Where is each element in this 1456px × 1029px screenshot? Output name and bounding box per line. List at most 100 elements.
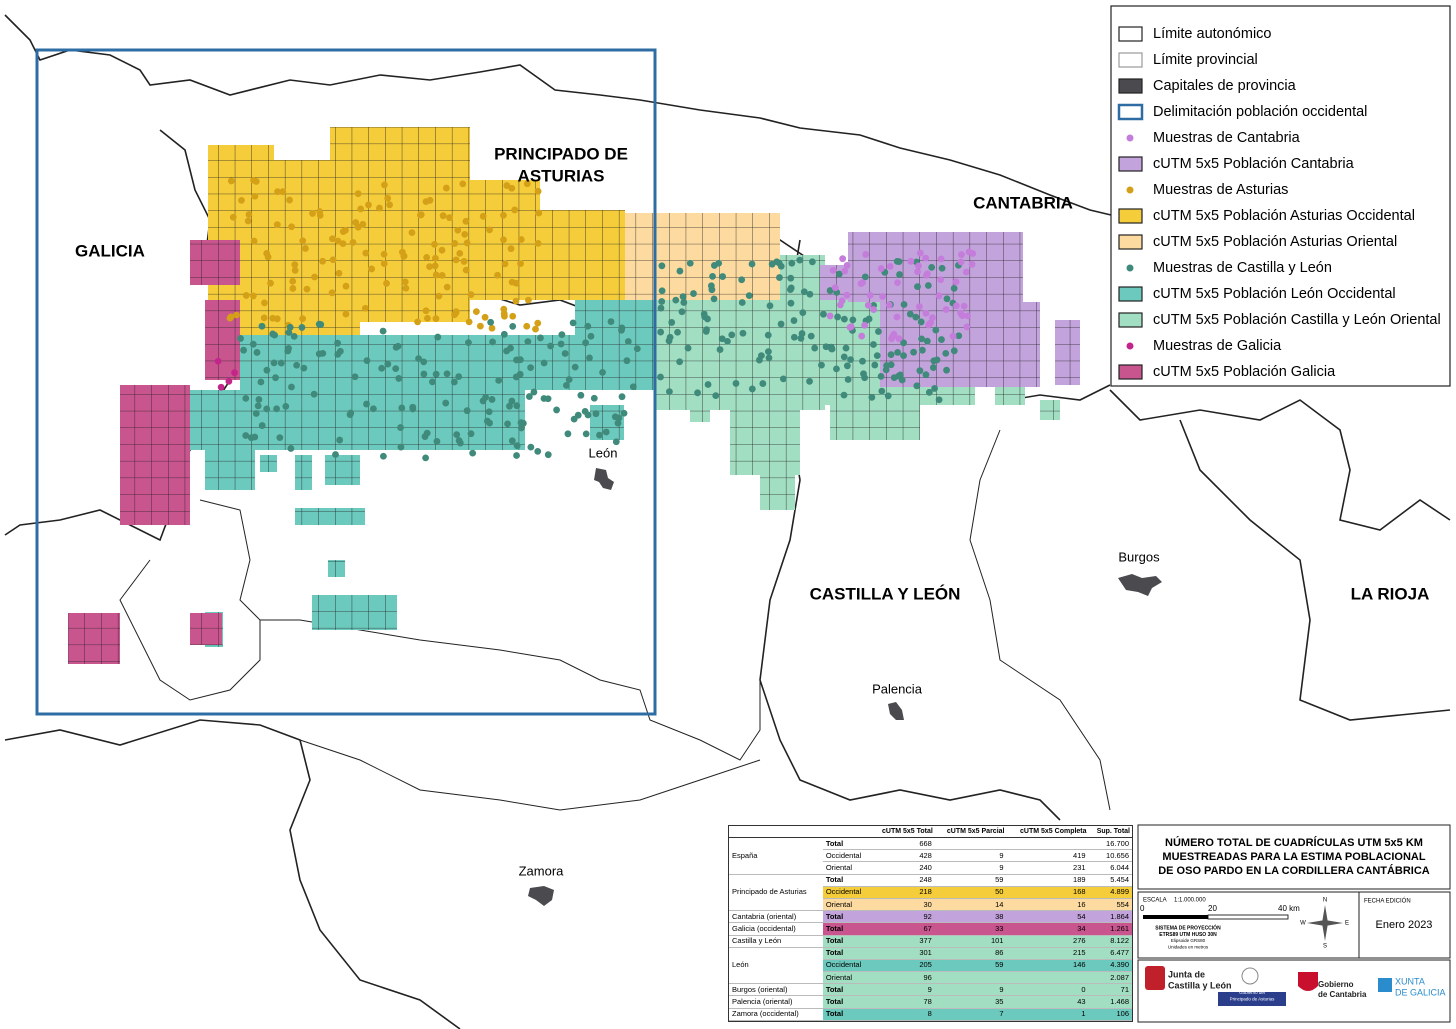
sample-dot bbox=[287, 445, 295, 452]
sample-dot bbox=[724, 337, 731, 345]
sample-dot bbox=[273, 315, 281, 323]
row-label: Oriental bbox=[822, 861, 872, 875]
sample-dot bbox=[379, 452, 387, 460]
sample-dot bbox=[293, 361, 301, 369]
sample-dot bbox=[739, 329, 747, 337]
table-row: Palencia (oriental) Total 78 35 43 1.468 bbox=[729, 995, 1132, 1009]
sample-dot bbox=[931, 385, 938, 392]
cell: 377 bbox=[871, 935, 935, 948]
sample-dot bbox=[378, 364, 386, 372]
sample-dot bbox=[861, 273, 869, 281]
sample-dot bbox=[927, 319, 935, 327]
sample-dot bbox=[398, 248, 406, 256]
sample-dot bbox=[240, 346, 247, 354]
sample-dot bbox=[569, 319, 577, 327]
sample-dot bbox=[618, 326, 625, 334]
sample-dot bbox=[252, 410, 260, 417]
sample-dot bbox=[532, 325, 539, 333]
cell: 33 bbox=[934, 922, 1007, 936]
logo-text: Principado de Asturias bbox=[1230, 997, 1276, 1002]
cell: 2.087 bbox=[1088, 971, 1132, 985]
sample-dot bbox=[517, 419, 525, 427]
cell-grid bbox=[295, 508, 365, 525]
title-line: DE OSO PARDO EN LA CORDILLERA CANTÁBRICA bbox=[1158, 864, 1430, 877]
sample-dot bbox=[384, 194, 392, 202]
cell: 43 bbox=[1006, 995, 1089, 1009]
sample-dot bbox=[557, 340, 565, 348]
sample-dot bbox=[434, 333, 442, 341]
legend-symbol bbox=[1126, 186, 1134, 194]
sample-dot bbox=[500, 236, 507, 244]
sample-dot bbox=[509, 322, 517, 330]
sample-dot bbox=[525, 393, 533, 400]
sample-dot bbox=[918, 335, 926, 343]
sample-dot bbox=[501, 312, 508, 320]
legend-symbol bbox=[1118, 52, 1143, 68]
sample-dot bbox=[422, 454, 430, 462]
sample-dot bbox=[949, 332, 957, 340]
sample-dot bbox=[893, 313, 901, 321]
sample-dot bbox=[928, 263, 936, 271]
sample-dot bbox=[900, 339, 907, 347]
cell-grid bbox=[190, 613, 222, 645]
sample-dot bbox=[517, 236, 525, 243]
sample-dot bbox=[953, 302, 960, 310]
logo-text: de Cantabria bbox=[1318, 990, 1367, 999]
cell: 205 bbox=[871, 959, 935, 973]
sample-dot bbox=[960, 302, 968, 310]
sample-dot bbox=[686, 259, 694, 267]
sample-dot bbox=[884, 392, 892, 400]
sample-dot bbox=[871, 361, 879, 369]
sample-dot bbox=[929, 314, 936, 322]
sample-dot bbox=[485, 408, 493, 416]
sample-dot bbox=[488, 324, 496, 332]
column-header: cUTM 5x5 Completa bbox=[1006, 826, 1089, 838]
title-line: NÚMERO TOTAL DE CUADRÍCULAS UTM 5x5 KM bbox=[1165, 836, 1423, 849]
sample-dot bbox=[260, 314, 268, 322]
sample-dot bbox=[423, 254, 431, 261]
sample-dot bbox=[864, 301, 872, 309]
sample-dot bbox=[467, 430, 475, 438]
legend-symbol bbox=[1118, 234, 1143, 250]
sample-dot bbox=[657, 328, 665, 336]
sample-dot bbox=[964, 312, 971, 320]
cell-grid bbox=[295, 455, 312, 490]
sample-dot bbox=[534, 239, 542, 247]
sample-dot bbox=[916, 367, 924, 375]
sample-dot bbox=[777, 262, 785, 270]
sample-dot bbox=[694, 389, 701, 397]
row-label: Total bbox=[822, 947, 872, 960]
cell: 301 bbox=[871, 947, 935, 960]
sample-dot bbox=[829, 266, 837, 274]
sample-dot bbox=[894, 348, 901, 356]
sample-dot bbox=[915, 262, 922, 270]
sample-dot bbox=[253, 349, 261, 356]
sample-dot bbox=[442, 399, 450, 407]
sample-dot bbox=[962, 268, 970, 276]
cell: 9 bbox=[871, 983, 935, 997]
sample-dot bbox=[237, 335, 244, 342]
compass: S bbox=[1323, 944, 1327, 950]
city-label: Burgos bbox=[1118, 549, 1160, 564]
cell-grid bbox=[575, 300, 655, 340]
sample-dot bbox=[513, 402, 521, 410]
sample-dot bbox=[886, 262, 894, 270]
sample-dot bbox=[414, 318, 421, 326]
sample-dot bbox=[315, 350, 323, 358]
legend-label: cUTM 5x5 Población León Occidental bbox=[1153, 286, 1396, 302]
legend-box bbox=[1110, 5, 1451, 387]
sample-dot bbox=[402, 284, 410, 292]
group-label: León bbox=[729, 947, 823, 985]
sample-dot bbox=[263, 366, 271, 374]
sample-dot bbox=[787, 299, 795, 307]
table-row: Castilla y León Total 377 101 276 8.122 bbox=[729, 935, 1132, 948]
region-label: PRINCIPADO DE bbox=[494, 144, 628, 163]
cell: 231 bbox=[1006, 861, 1089, 875]
sample-dot bbox=[732, 380, 740, 387]
sample-dot bbox=[500, 330, 508, 338]
table-row: Principado de Asturias Total 248 59 189 5.454 bbox=[729, 874, 1132, 912]
sample-dot bbox=[858, 332, 866, 340]
sample-dot bbox=[362, 304, 369, 312]
sample-dot bbox=[252, 178, 260, 185]
sample-dot bbox=[900, 352, 907, 360]
